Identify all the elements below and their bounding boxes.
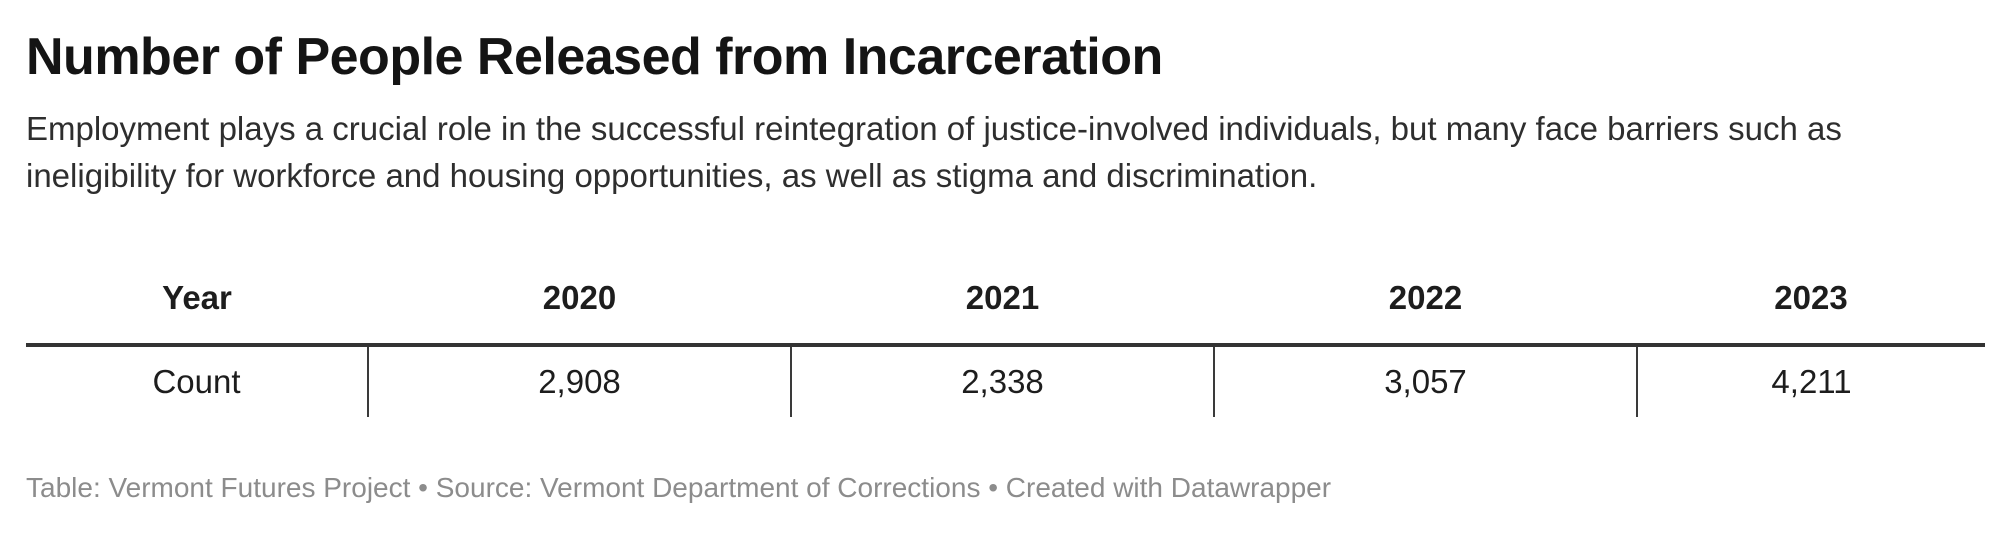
chart-description: Employment plays a crucial role in the s… [26,110,1842,194]
column-header-2022: 2022 [1388,279,1463,316]
count-2023: 4,211 [1636,343,1985,417]
column-header-2021: 2021 [965,279,1040,316]
count-2022: 3,057 [1213,343,1637,417]
column-header-2023: 2023 [1774,279,1848,316]
count-2021: 2,338 [790,343,1214,417]
table-row-count: Count 2,908 2,338 3,057 4,211 [26,343,1985,417]
row-label-count: Count [26,343,368,417]
attribution-footer: Table: Vermont Futures Project • Source:… [26,472,1332,503]
count-2020: 2,908 [367,343,791,417]
table-header-row: Year 2020 2021 2022 2023 [26,263,1985,345]
column-header-year: Year [162,279,232,316]
data-table: Year 2020 2021 2022 2023 Count 2,908 2,3… [26,263,1985,417]
page-title: Number of People Released from Incarcera… [26,28,1163,86]
datawrapper-table-chart: Number of People Released from Incarcera… [0,27,2011,505]
column-header-2020: 2020 [542,279,617,316]
